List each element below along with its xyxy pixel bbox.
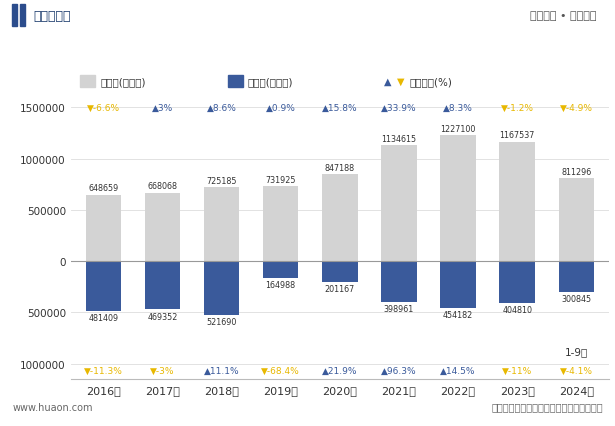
Bar: [558, 178, 594, 262]
Bar: [381, 146, 417, 262]
Text: 164988: 164988: [266, 281, 296, 290]
Text: ▼-11.3%: ▼-11.3%: [84, 366, 122, 375]
Text: 出口额(万美元): 出口额(万美元): [100, 77, 146, 87]
Bar: [20, 5, 25, 27]
Text: 数据来源：中国海关；华经产业研究院整理: 数据来源：中国海关；华经产业研究院整理: [491, 402, 603, 412]
Text: ▼-11%: ▼-11%: [502, 366, 533, 375]
Bar: [145, 193, 180, 262]
Text: ▲21.9%: ▲21.9%: [322, 366, 357, 375]
Text: 2016-2024年9月石家庄市(境内目的地/货源地)进、出口额: 2016-2024年9月石家庄市(境内目的地/货源地)进、出口额: [153, 43, 462, 59]
Text: ▲14.5%: ▲14.5%: [440, 366, 476, 375]
Text: www.huaon.com: www.huaon.com: [12, 402, 93, 412]
Bar: [85, 262, 121, 311]
Bar: [263, 187, 298, 262]
Text: ▲: ▲: [384, 77, 392, 87]
Text: 1134615: 1134615: [381, 134, 416, 143]
Bar: [204, 262, 239, 315]
Text: 481409: 481409: [88, 313, 118, 322]
Text: 454182: 454182: [443, 310, 473, 319]
Text: 同比增长(%): 同比增长(%): [410, 77, 453, 87]
Text: 811296: 811296: [561, 167, 592, 176]
Text: 847188: 847188: [325, 164, 355, 173]
Bar: [499, 262, 535, 303]
Text: 404810: 404810: [502, 305, 532, 314]
Bar: [322, 175, 357, 262]
Text: ▲3%: ▲3%: [152, 104, 173, 113]
Bar: [12, 5, 17, 27]
Bar: [263, 262, 298, 279]
Bar: [322, 262, 357, 282]
Bar: [440, 262, 476, 308]
Bar: [228, 76, 243, 88]
Text: 398961: 398961: [384, 305, 414, 314]
Text: ▲96.3%: ▲96.3%: [381, 366, 417, 375]
Text: 进口额(万美元): 进口额(万美元): [248, 77, 293, 87]
Text: 521690: 521690: [206, 317, 237, 326]
Text: ▼-1.2%: ▼-1.2%: [501, 104, 534, 113]
Bar: [381, 262, 417, 302]
Bar: [499, 142, 535, 262]
Text: 1227100: 1227100: [440, 125, 476, 134]
Bar: [558, 262, 594, 292]
Text: ▼-6.6%: ▼-6.6%: [87, 104, 120, 113]
Text: ▼-68.4%: ▼-68.4%: [261, 366, 300, 375]
Text: ▲11.1%: ▲11.1%: [204, 366, 239, 375]
Text: ▼-4.1%: ▼-4.1%: [560, 366, 593, 375]
Bar: [440, 136, 476, 262]
Text: ▲0.9%: ▲0.9%: [266, 104, 296, 113]
Text: ▲8.3%: ▲8.3%: [443, 104, 473, 113]
Text: 725185: 725185: [206, 176, 237, 185]
Text: 1-9月: 1-9月: [565, 346, 588, 356]
Text: 201167: 201167: [325, 285, 355, 294]
Text: ▲8.6%: ▲8.6%: [207, 104, 236, 113]
Text: 300845: 300845: [561, 294, 592, 304]
Text: ▲33.9%: ▲33.9%: [381, 104, 417, 113]
Bar: [85, 195, 121, 262]
Text: ▼-4.9%: ▼-4.9%: [560, 104, 593, 113]
Bar: [204, 187, 239, 262]
Text: ▼: ▼: [397, 77, 404, 87]
Text: ▼-3%: ▼-3%: [150, 366, 175, 375]
Text: 专业严谨 • 客观科学: 专业严谨 • 客观科学: [530, 11, 597, 21]
Bar: [145, 262, 180, 310]
Text: 648659: 648659: [88, 184, 118, 193]
Text: 469352: 469352: [147, 312, 178, 321]
Text: 668068: 668068: [148, 182, 177, 191]
Text: 华经情报网: 华经情报网: [34, 9, 71, 23]
Text: 1167537: 1167537: [499, 131, 535, 140]
Bar: [80, 76, 95, 88]
Text: 731925: 731925: [266, 176, 296, 184]
Text: ▲15.8%: ▲15.8%: [322, 104, 357, 113]
